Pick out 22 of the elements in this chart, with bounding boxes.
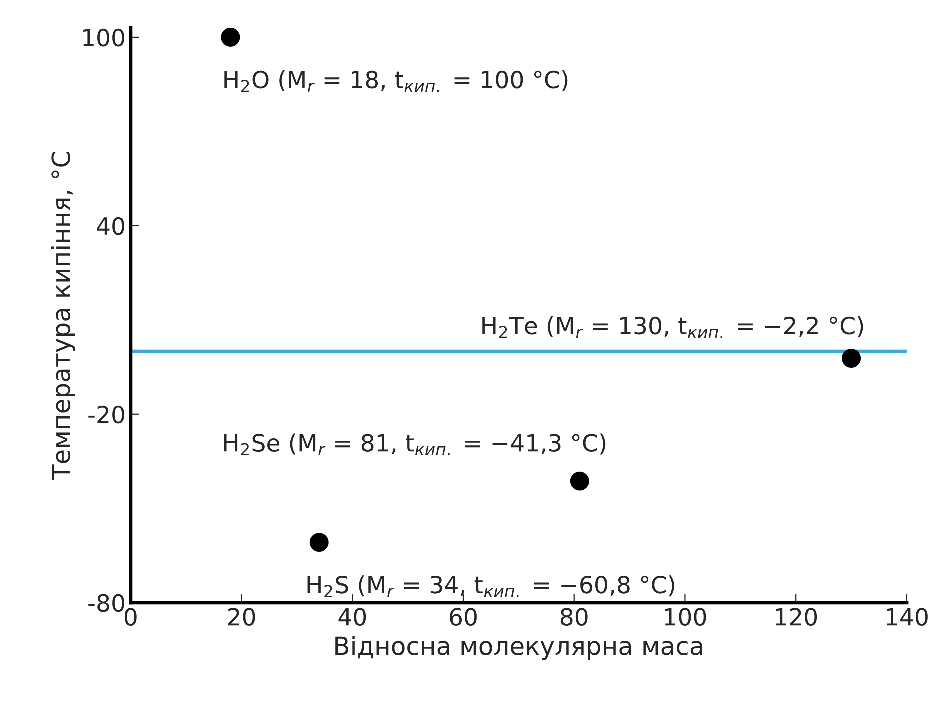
x-tick-label: 100 [665,608,706,626]
point [221,28,240,47]
point [842,348,862,368]
x-tick-label: 40 [338,608,366,626]
x-axis-title: Відносна молекулярна маса [336,636,702,660]
annotation: H$_{2}$Se (M$_{r}$ = 81, t$_{кип.}$ = −41,3 °C) [224,434,606,456]
y-tick-label: 40 [97,217,124,236]
point [310,533,329,552]
x-tick-label: 20 [228,608,256,626]
annotation: H$_{2}$O (M$_{r}$ = 18, t$_{кип.}$ = 100 °C) [224,70,568,92]
point [570,472,590,491]
x-tick-label: 60 [450,608,477,626]
x-tick-label: 140 [887,608,928,626]
x-tick-label: 120 [776,608,818,626]
x-tick-label: 0 [124,608,137,626]
y-tick-label: -80 [88,594,124,612]
y-tick-label: -20 [88,406,124,424]
x-tick-label: 80 [560,608,588,626]
annotation: H$_{2}$S (M$_{r}$ = 34, t$_{кип.}$ = −60,8 °C) [308,576,674,598]
annotation: H$_{2}$Te (M$_{r}$ = 130, t$_{кип.}$ = −2,2 °C) [482,316,864,338]
y-axis-title: Температура кипіння, °C [51,152,76,480]
y-tick-label: 100 [84,28,124,47]
